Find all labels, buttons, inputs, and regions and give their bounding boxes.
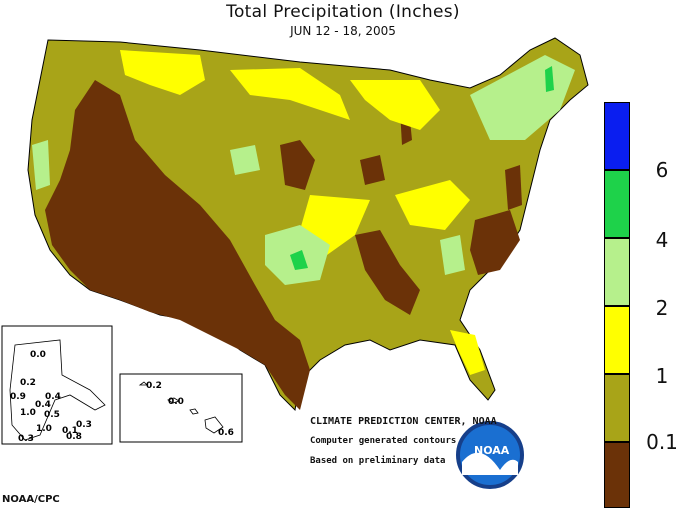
pacific-nw-2to4-region [32, 140, 50, 190]
florida-wet-region [450, 330, 485, 375]
northern-plains-wet-region [230, 68, 350, 120]
credit-line3: Based on preliminary data [310, 456, 446, 466]
alaska-value: 0.4 [35, 400, 51, 410]
map-title: Total Precipitation (Inches) [226, 2, 460, 22]
alaska-inset [1, 325, 113, 445]
legend-label-2: 2 [655, 296, 669, 320]
southcentral-dry-region [355, 230, 420, 315]
source-label: NOAA/CPC [2, 494, 60, 505]
alaska-value: 1.0 [36, 424, 52, 434]
legend-swatch-0_1to1 [604, 374, 630, 442]
alaska-value: 0.5 [44, 410, 60, 420]
hawaii-value: 0.0 [168, 397, 184, 407]
legend-swatch-2to4 [604, 238, 630, 306]
alaska-value: 0.9 [10, 392, 26, 402]
southeast-dry-region [470, 210, 520, 275]
hawaii-value: 0.6 [218, 428, 234, 438]
plains-dry-region [280, 140, 315, 190]
newengland-4to6-region [545, 66, 554, 92]
north-wet-region [120, 50, 205, 95]
alaska-value: 1.0 [20, 408, 36, 418]
alaska-value: 0.0 [30, 350, 46, 360]
ohio-valley-wet-region [395, 180, 470, 230]
legend-label-0-1: 0.1 [646, 430, 678, 454]
legend-swatch-gt6 [604, 102, 630, 170]
dakota-2to4-region [230, 145, 260, 175]
midatlantic-dry-region [505, 165, 522, 210]
newengland-2to4-region [470, 55, 575, 140]
legend-swatch-1to2 [604, 306, 630, 374]
west-dry-region [45, 80, 310, 410]
noaa-logo-label: NOAA [474, 444, 510, 457]
alaska-outline [9, 339, 106, 441]
alaska-value: 0.3 [76, 420, 92, 430]
alaska-value: 0.8 [66, 432, 82, 442]
legend-label-1: 1 [655, 364, 669, 388]
legend-label-4: 4 [655, 228, 669, 252]
hawaii-value: 0.2 [146, 381, 162, 391]
alaska-value: 0.2 [20, 378, 36, 388]
midwest-dry-region [360, 155, 385, 185]
southeast-2to4-region [440, 235, 465, 275]
greatlakes-wet-region [350, 80, 440, 130]
credit-center: CLIMATE PREDICTION CENTER, NOAA [310, 416, 497, 427]
map-subtitle: JUN 12 - 18, 2005 [290, 24, 396, 38]
plains-4to6-region [290, 250, 308, 270]
legend-label-6: 6 [655, 158, 669, 182]
legend-swatch-4to6 [604, 170, 630, 238]
hawaii-islands [138, 381, 224, 434]
alaska-value: 0.3 [18, 434, 34, 444]
credit-line2: Computer generated contours [310, 436, 457, 446]
legend-swatch-lt0_1 [604, 442, 630, 508]
alaska-value: 0.1 [62, 426, 78, 436]
noaa-bird-icon [462, 452, 518, 475]
alaska-value: 0.4 [45, 392, 61, 402]
